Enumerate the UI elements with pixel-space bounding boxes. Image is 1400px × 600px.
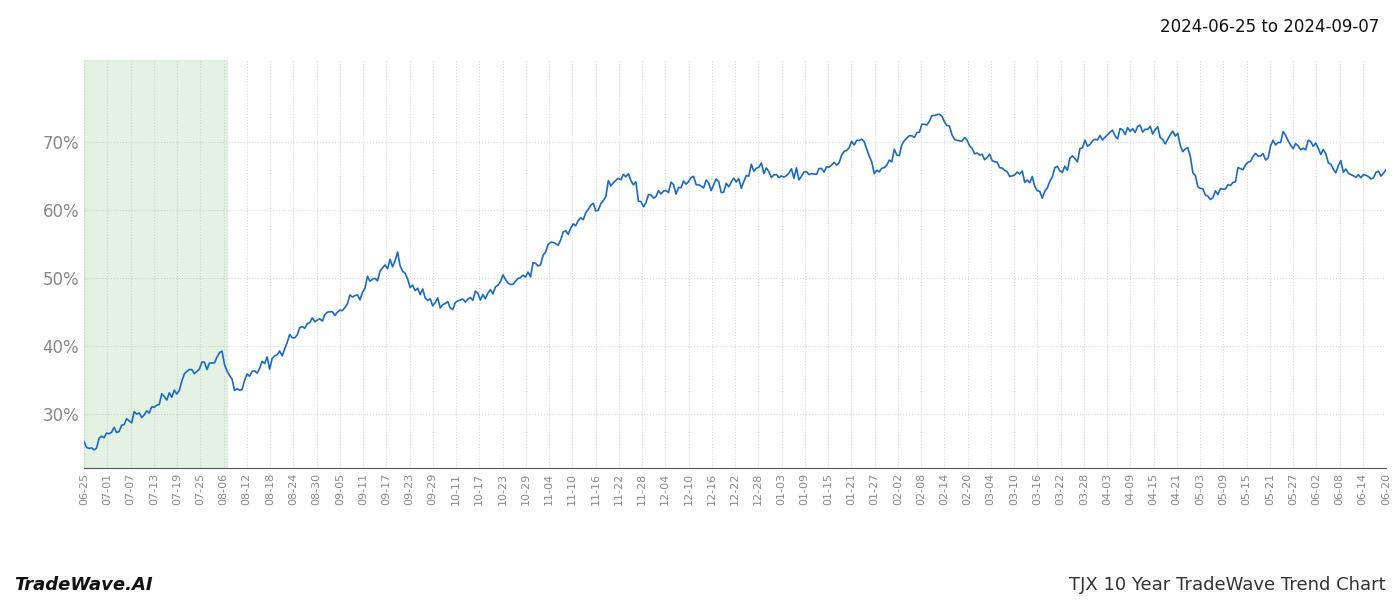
Bar — [84, 60, 227, 468]
Text: TJX 10 Year TradeWave Trend Chart: TJX 10 Year TradeWave Trend Chart — [1070, 576, 1386, 594]
Text: TradeWave.AI: TradeWave.AI — [14, 576, 153, 594]
Text: 2024-06-25 to 2024-09-07: 2024-06-25 to 2024-09-07 — [1159, 18, 1379, 36]
